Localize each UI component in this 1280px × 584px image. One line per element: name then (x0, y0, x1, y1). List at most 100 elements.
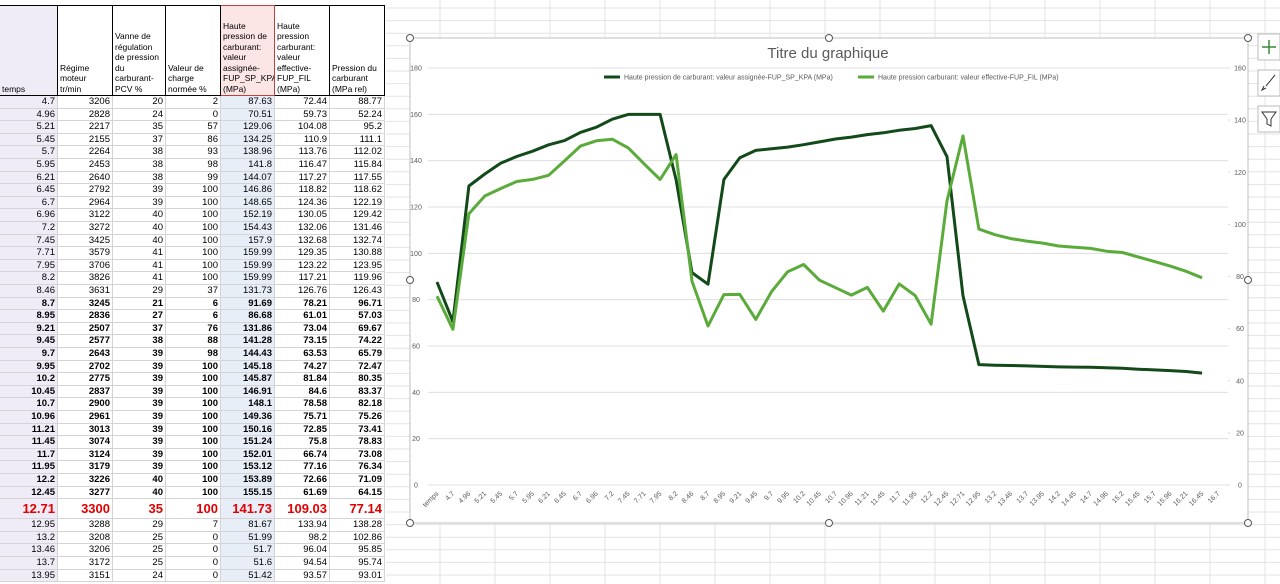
table-cell[interactable]: 6.45 (0, 184, 58, 197)
chart-frame[interactable] (409, 37, 1249, 524)
table-cell[interactable]: 75.26 (330, 411, 385, 424)
table-cell[interactable]: 3206 (58, 544, 113, 557)
table-cell[interactable]: 3179 (58, 461, 113, 474)
table-cell[interactable]: 151.24 (221, 436, 275, 449)
table-cell[interactable]: 100 (166, 196, 221, 210)
table-cell[interactable]: 96.71 (330, 297, 385, 311)
table-cell[interactable]: 61.01 (275, 310, 330, 323)
table-cell[interactable]: 86 (166, 133, 221, 147)
table-cell[interactable]: 153.12 (221, 461, 275, 474)
table-cell[interactable]: 8.95 (0, 310, 58, 323)
table-cell[interactable]: 69.67 (330, 322, 385, 336)
table-cell[interactable]: 159.99 (221, 272, 275, 285)
table-cell[interactable]: 100 (166, 448, 221, 462)
table-cell[interactable]: 41 (113, 247, 166, 260)
table-cell[interactable]: 25 (113, 531, 166, 545)
column-header[interactable]: Vanne de régulation de pression du carbu… (113, 5, 166, 96)
table-cell[interactable]: 100 (166, 385, 221, 399)
table-cell[interactable]: 3208 (58, 531, 113, 545)
table-cell[interactable]: 93.57 (275, 569, 330, 583)
table-cell[interactable]: 132.68 (275, 234, 330, 248)
column-header[interactable]: Haute pression de carburant: valeur assi… (221, 5, 275, 96)
table-cell[interactable]: 93 (166, 146, 221, 159)
table-cell[interactable]: 3122 (58, 209, 113, 222)
resize-handle[interactable] (825, 519, 833, 527)
table-cell[interactable]: 117.55 (330, 171, 385, 185)
table-cell[interactable]: 12.95 (0, 519, 58, 532)
table-cell[interactable]: 84.6 (275, 385, 330, 399)
column-header[interactable]: Valeur de charge normée % (166, 5, 221, 96)
table-cell[interactable]: 2961 (58, 411, 113, 424)
table-cell[interactable]: 40 (113, 234, 166, 248)
table-cell[interactable]: 59.73 (275, 108, 330, 122)
table-cell[interactable]: 51.42 (221, 569, 275, 583)
resize-handle[interactable] (1244, 519, 1252, 527)
table-cell[interactable]: 100 (166, 461, 221, 474)
table-cell[interactable]: 100 (166, 474, 221, 487)
table-cell[interactable]: 113.76 (275, 146, 330, 159)
table-cell[interactable]: 110.9 (275, 133, 330, 147)
table-cell[interactable]: 7.45 (0, 234, 58, 248)
table-cell[interactable]: 130.88 (330, 247, 385, 260)
table-cell[interactable]: 70.51 (221, 108, 275, 122)
table-cell[interactable]: 81.67 (221, 519, 275, 532)
table-cell[interactable]: 2155 (58, 133, 113, 147)
table-cell[interactable]: 2792 (58, 184, 113, 197)
table-cell[interactable]: 39 (113, 184, 166, 197)
table-cell[interactable]: 72.66 (275, 474, 330, 487)
table-cell[interactable]: 145.87 (221, 373, 275, 386)
table-cell[interactable]: 57 (166, 121, 221, 134)
table-cell[interactable]: 41 (113, 259, 166, 273)
table-cell[interactable]: 13.95 (0, 569, 58, 583)
table-cell[interactable]: 3579 (58, 247, 113, 260)
table-cell[interactable]: 88 (166, 335, 221, 348)
table-cell[interactable]: 126.76 (275, 285, 330, 298)
table-cell[interactable]: 3013 (58, 423, 113, 437)
table-cell[interactable]: 91.69 (221, 297, 275, 311)
table-cell[interactable]: 39 (113, 411, 166, 424)
table-cell[interactable]: 5.21 (0, 121, 58, 134)
table-cell[interactable]: 2 (166, 96, 221, 109)
table-cell[interactable]: 2900 (58, 398, 113, 411)
table-cell[interactable]: 57.03 (330, 310, 385, 323)
table-cell[interactable]: 2264 (58, 146, 113, 159)
table-cell[interactable]: 3425 (58, 234, 113, 248)
table-cell[interactable]: 11.45 (0, 436, 58, 449)
table-cell[interactable]: 100 (166, 486, 221, 500)
table-cell[interactable]: 73.15 (275, 335, 330, 348)
table-cell[interactable]: 131.46 (330, 222, 385, 235)
table-cell[interactable]: 40 (113, 486, 166, 500)
table-cell[interactable]: 39 (113, 196, 166, 210)
table-cell[interactable]: 25 (113, 557, 166, 570)
table-cell[interactable]: 7.2 (0, 222, 58, 235)
table-cell[interactable]: 98 (166, 159, 221, 172)
table-cell[interactable]: 0 (166, 544, 221, 557)
table-cell[interactable]: 2828 (58, 108, 113, 122)
table-cell[interactable]: 5.95 (0, 159, 58, 172)
table-cell[interactable]: 21 (113, 297, 166, 311)
table-cell[interactable]: 73.04 (275, 322, 330, 336)
table-cell[interactable]: 10.2 (0, 373, 58, 386)
table-cell[interactable]: 6 (166, 310, 221, 323)
table-cell[interactable]: 95.74 (330, 557, 385, 570)
table-cell[interactable]: 25 (113, 544, 166, 557)
table-cell[interactable]: 24 (113, 108, 166, 122)
table-cell[interactable]: 5.45 (0, 133, 58, 147)
table-cell[interactable]: 126.43 (330, 285, 385, 298)
table-cell[interactable]: 73.08 (330, 448, 385, 462)
table-cell[interactable]: 9.95 (0, 360, 58, 374)
table-cell[interactable]: 10.45 (0, 385, 58, 399)
table-cell[interactable]: 3151 (58, 569, 113, 583)
table-cell[interactable]: 95.85 (330, 544, 385, 557)
table-cell[interactable]: 8.7 (0, 297, 58, 311)
table-cell[interactable]: 10.7 (0, 398, 58, 411)
table-cell[interactable]: 2507 (58, 322, 113, 336)
table-cell[interactable]: 104.08 (275, 121, 330, 134)
table-cell[interactable]: 39 (113, 448, 166, 462)
table-cell[interactable]: 100 (166, 436, 221, 449)
table-cell[interactable]: 3300 (58, 499, 113, 520)
resize-handle[interactable] (406, 276, 414, 284)
table-cell[interactable]: 39 (113, 398, 166, 411)
table-cell[interactable]: 119.96 (330, 272, 385, 285)
table-cell[interactable]: 2640 (58, 171, 113, 185)
